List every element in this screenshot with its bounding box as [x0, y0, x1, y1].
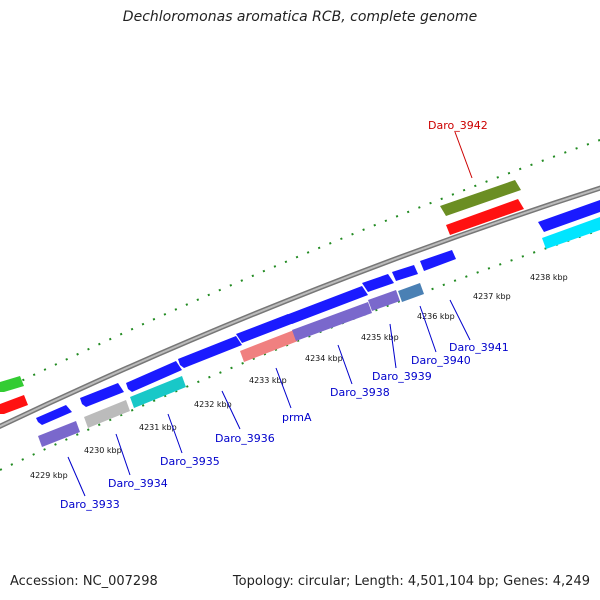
label-daro-3933[interactable]: Daro_3933: [60, 498, 120, 511]
gene-outer-left-red[interactable]: [0, 395, 28, 414]
tick-4230: 4230 kbp: [84, 446, 122, 455]
gene-prma-a[interactable]: [236, 314, 294, 343]
map-title: Dechloromonas aromatica RCB, complete ge…: [122, 9, 478, 25]
tick-4233: 4233 kbp: [249, 376, 287, 385]
inner-tick-ring: [0, 229, 600, 471]
gene-daro-3940-b[interactable]: [398, 283, 424, 302]
gene-daro-3940[interactable]: [392, 265, 418, 281]
tick-4235: 4235 kbp: [361, 333, 399, 342]
gene-daro-3942-upper[interactable]: [440, 180, 521, 216]
gene-daro-3933[interactable]: [36, 405, 72, 425]
label-daro-3941[interactable]: Daro_3941: [449, 341, 509, 354]
outer-tick-ring: [0, 139, 600, 393]
tick-4236: 4236 kbp: [417, 312, 455, 321]
label-daro-3934[interactable]: Daro_3934: [108, 477, 168, 490]
gene-daro-3933-b[interactable]: [38, 421, 80, 447]
genome-summary-text: Topology: circular; Length: 4,501,104 bp…: [232, 574, 590, 589]
label-daro-3939[interactable]: Daro_3939: [372, 370, 432, 383]
gene-daro-3938-b[interactable]: [292, 302, 372, 341]
tick-4237: 4237 kbp: [473, 292, 511, 301]
accession-text: Accession: NC_007298: [10, 574, 158, 589]
leader-daro-3942: [454, 131, 473, 179]
gene-daro-3939-b[interactable]: [368, 290, 400, 311]
label-leaders: [67, 299, 471, 497]
gene-prma-b[interactable]: [240, 330, 298, 362]
gene-daro-3939[interactable]: [362, 274, 394, 292]
gene-right-cyan[interactable]: [542, 217, 600, 249]
tick-4234: 4234 kbp: [305, 354, 343, 363]
gene-daro-3941[interactable]: [420, 250, 456, 271]
gene-outer-left-green[interactable]: [0, 376, 24, 392]
gene-daro-3934[interactable]: [80, 383, 124, 407]
tick-4232: 4232 kbp: [194, 400, 232, 409]
gene-daro-3935-b[interactable]: [130, 376, 186, 408]
gene-daro-3935[interactable]: [126, 361, 182, 392]
tick-4229: 4229 kbp: [30, 471, 68, 480]
gene-daro-3942-lower[interactable]: [446, 199, 524, 235]
label-daro-3936[interactable]: Daro_3936: [215, 432, 275, 445]
gene-right-blue[interactable]: [538, 200, 600, 232]
gene-daro-3936[interactable]: [178, 336, 242, 368]
gene-daro-3934-b[interactable]: [84, 400, 130, 428]
label-daro-3938[interactable]: Daro_3938: [330, 386, 390, 399]
gene-daro-3938[interactable]: [286, 286, 368, 324]
tick-4238: 4238 kbp: [530, 273, 568, 282]
label-daro-3942[interactable]: Daro_3942: [428, 119, 488, 132]
label-daro-3935[interactable]: Daro_3935: [160, 455, 220, 468]
tick-4231: 4231 kbp: [139, 423, 177, 432]
label-daro-3940[interactable]: Daro_3940: [411, 354, 471, 367]
label-prma[interactable]: prmA: [282, 411, 312, 424]
